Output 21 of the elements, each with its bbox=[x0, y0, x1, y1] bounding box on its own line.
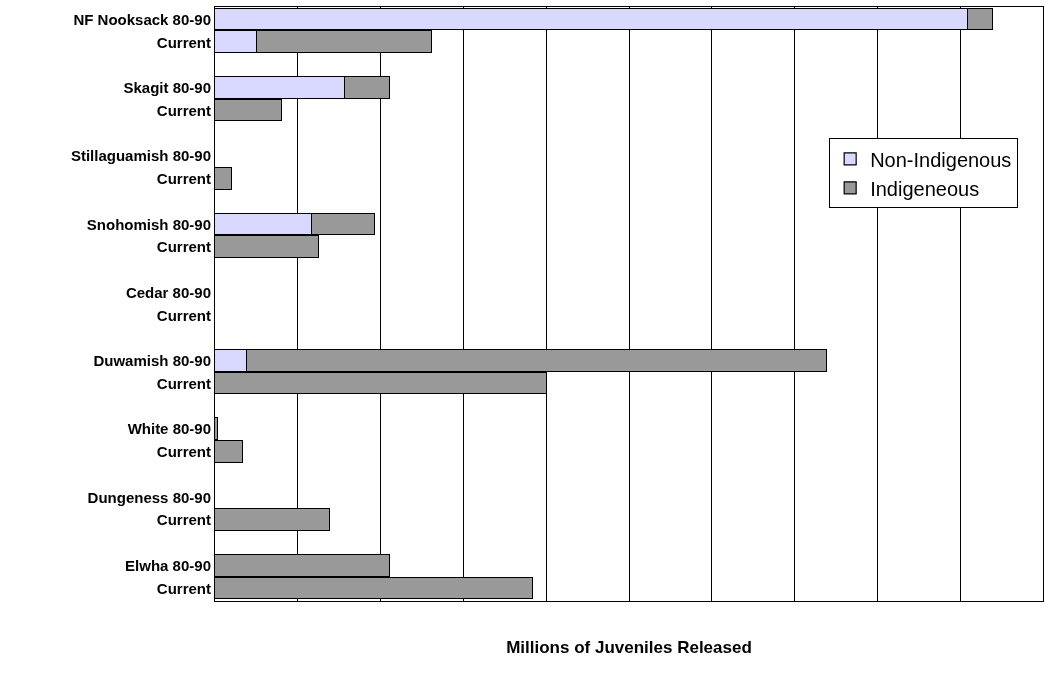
y-tick-label: Current bbox=[156, 33, 211, 51]
legend-label: Non-Indigenous bbox=[870, 148, 1012, 171]
y-tick-label: Dungeness 80-90 bbox=[87, 488, 211, 506]
y-tick-label: Current bbox=[156, 170, 211, 188]
y-tick-label: Current bbox=[156, 374, 211, 392]
y-tick-label: Duwamish 80-90 bbox=[93, 352, 211, 370]
y-tick-label: Snohomish 80-90 bbox=[86, 215, 211, 233]
y-tick-label: Current bbox=[156, 238, 211, 256]
y-tick-label: Current bbox=[156, 443, 211, 461]
y-tick-label: Elwha 80-90 bbox=[125, 556, 211, 574]
y-tick-label: Skagit 80-90 bbox=[123, 79, 211, 97]
y-tick-label: NF Nooksack 80-90 bbox=[73, 10, 211, 28]
y-tick-label: Stillaguamish 80-90 bbox=[70, 147, 211, 165]
x-axis-title: Millions of Juveniles Released bbox=[506, 638, 752, 658]
y-tick-label: Current bbox=[156, 101, 211, 119]
y-tick-label: Current bbox=[156, 306, 211, 324]
y-tick-label: Current bbox=[156, 579, 211, 597]
y-tick-label: Cedar 80-90 bbox=[125, 283, 211, 301]
y-tick-label: Current bbox=[156, 511, 211, 529]
legend-label: Indigeneous bbox=[870, 177, 980, 200]
y-tick-label: White 80-90 bbox=[127, 420, 211, 438]
